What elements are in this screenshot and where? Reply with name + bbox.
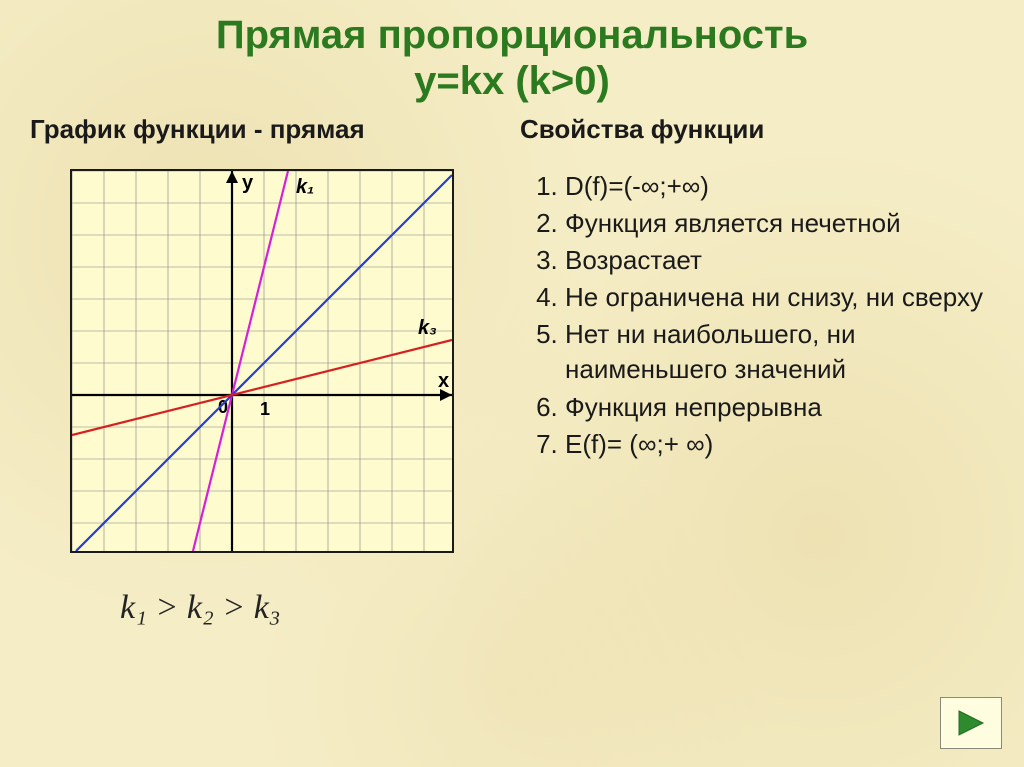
svg-text:k₁: k₁	[296, 176, 314, 198]
k-inequality: k₁ > k₂ > k₃	[120, 589, 500, 627]
svg-text:k₃: k₃	[418, 317, 437, 339]
graph-svg: yx01k₁k₂k₃	[72, 171, 452, 551]
title-line-2: y=kx (k>0)	[0, 58, 1024, 104]
property-item: D(f)=(-∞;+∞)	[565, 169, 994, 204]
arrow-right-icon	[953, 705, 989, 741]
svg-text:y: y	[242, 172, 254, 194]
property-item: Не ограничена ни снизу, ни сверху	[565, 280, 994, 315]
graph-plot: yx01k₁k₂k₃	[70, 169, 454, 553]
properties-list: D(f)=(-∞;+∞)Функция является нечетнойВоз…	[520, 169, 994, 462]
right-column: Свойства функции D(f)=(-∞;+∞)Функция явл…	[500, 114, 994, 627]
svg-text:x: x	[438, 370, 449, 392]
graph-heading: График функции - прямая	[30, 114, 500, 145]
title-line-1: Прямая пропорциональность	[0, 12, 1024, 58]
content-row: График функции - прямая yx01k₁k₂k₃ k₁ > …	[0, 104, 1024, 627]
left-column: График функции - прямая yx01k₁k₂k₃ k₁ > …	[30, 114, 500, 627]
property-item: Функция является нечетной	[565, 206, 994, 241]
next-button[interactable]	[940, 697, 1002, 749]
properties-heading: Свойства функции	[520, 114, 994, 145]
property-item: Нет ни наибольшего, ни наименьшего значе…	[565, 317, 994, 387]
svg-text:1: 1	[260, 399, 270, 419]
property-item: Возрастает	[565, 243, 994, 278]
property-item: Функция непрерывна	[565, 390, 994, 425]
property-item: E(f)= (∞;+ ∞)	[565, 427, 994, 462]
page-title: Прямая пропорциональность y=kx (k>0)	[0, 0, 1024, 104]
